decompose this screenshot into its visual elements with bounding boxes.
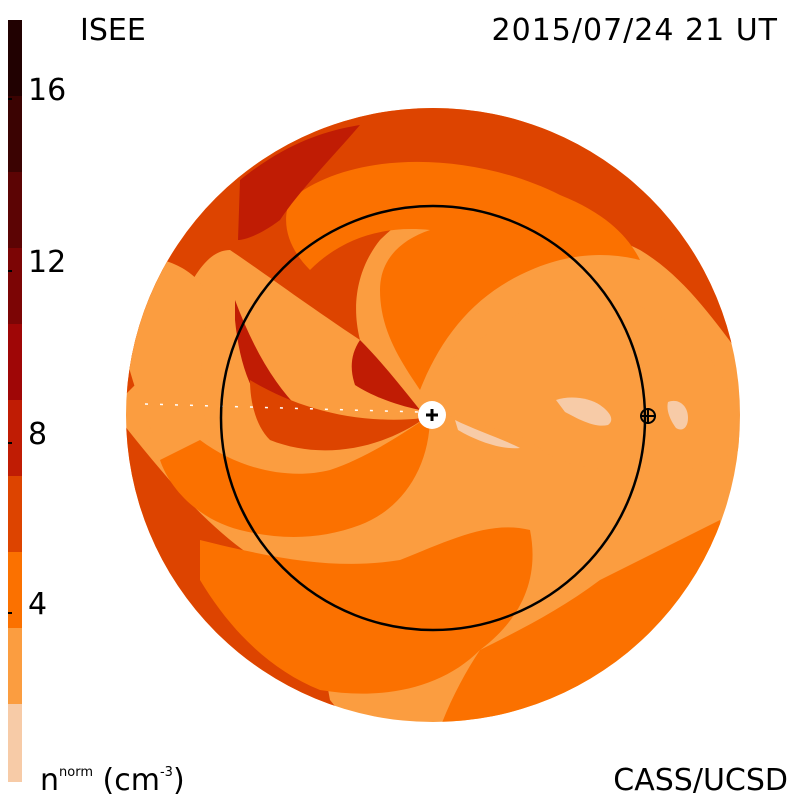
density-region [445, 290, 740, 474]
color-scale-segment [8, 20, 22, 96]
units-open: (cm [93, 763, 160, 798]
density-region [250, 380, 425, 451]
observatory-label: ISEE [80, 13, 146, 48]
quantity-base: n [40, 763, 60, 798]
density-region [351, 340, 420, 410]
color-scale-tick-label: 16 [28, 73, 67, 108]
density-region [286, 161, 640, 390]
color-scale-segment [8, 704, 22, 782]
color-scale-segment [8, 400, 22, 476]
units-superscript: -3 [159, 765, 173, 780]
dashed-guide-line [144, 403, 421, 413]
color-scale-segment [8, 96, 22, 172]
color-scale-segment [8, 248, 22, 324]
color-scale-segment [8, 476, 22, 552]
color-scale-tick-label: 8 [28, 417, 48, 452]
density-region [455, 420, 520, 449]
color-scale-segment [8, 172, 22, 248]
quantity-superscript: norm [59, 765, 93, 780]
color-scale-segment [8, 552, 22, 628]
density-region [160, 415, 430, 537]
earth-orbit-circle [219, 204, 647, 632]
quantity-units-label: nnorm (cm-3) [40, 766, 185, 796]
timestamp-label: 2015/07/24 21 UT [491, 13, 778, 48]
units-close: ) [172, 763, 185, 798]
density-region [556, 397, 612, 426]
density-region [238, 125, 360, 240]
color-scale-tick-label: 4 [28, 587, 48, 622]
color-scale-bar [8, 20, 22, 782]
credit-label: CASS/UCSD [613, 763, 788, 798]
density-region [126, 257, 300, 560]
color-scale-tick-label: 12 [28, 245, 67, 280]
density-region [667, 400, 688, 430]
color-scale-segment [8, 628, 22, 704]
color-scale-segment [8, 324, 22, 400]
